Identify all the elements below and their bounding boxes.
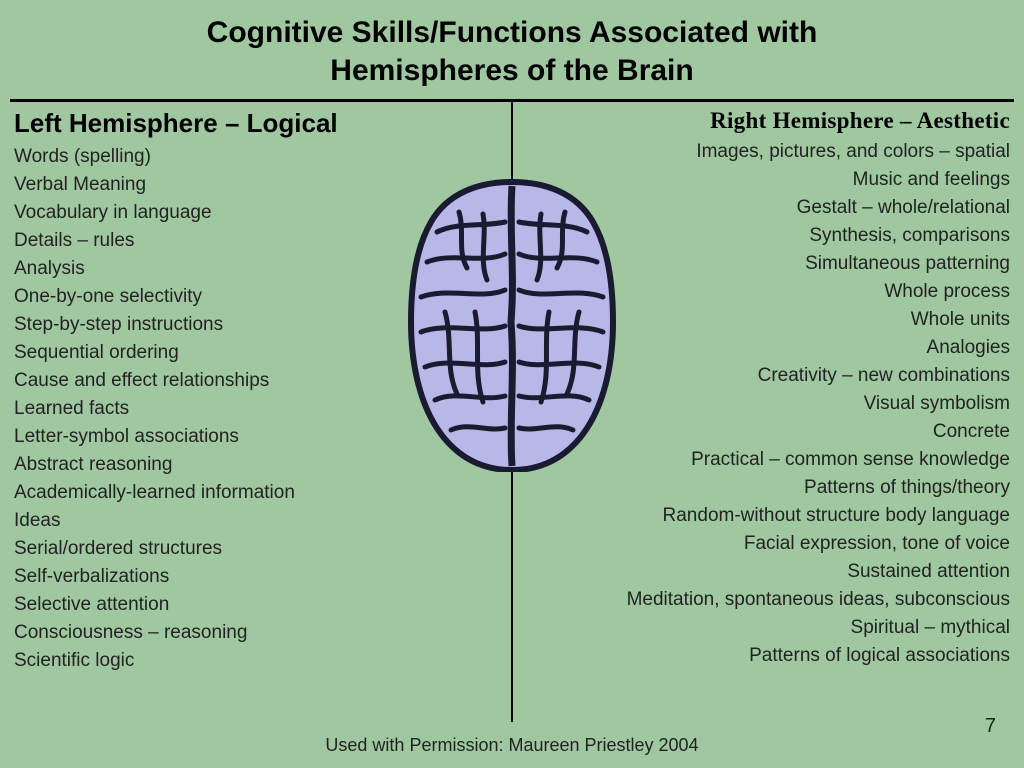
- right-item: Spiritual – mythical: [520, 614, 1010, 642]
- right-item: Patterns of things/theory: [520, 474, 1010, 502]
- left-heading: Left Hemisphere – Logical: [14, 108, 504, 139]
- left-item: Ideas: [14, 507, 504, 535]
- right-heading: Right Hemisphere – Aesthetic: [520, 108, 1010, 134]
- content-area: Left Hemisphere – Logical Words (spellin…: [0, 102, 1024, 722]
- left-item: Scientific logic: [14, 647, 504, 675]
- left-item: Selective attention: [14, 591, 504, 619]
- right-item: Sustained attention: [520, 558, 1010, 586]
- right-item: Images, pictures, and colors – spatial: [520, 138, 1010, 166]
- left-item: Words (spelling): [14, 143, 504, 171]
- left-item: Academically-learned information: [14, 479, 504, 507]
- brain-icon: [387, 172, 637, 477]
- right-item: Facial expression, tone of voice: [520, 530, 1010, 558]
- title-line-2: Hemispheres of the Brain: [330, 54, 693, 87]
- right-item: Patterns of logical associations: [520, 642, 1010, 670]
- left-item: Serial/ordered structures: [14, 535, 504, 563]
- title-line-1: Cognitive Skills/Functions Associated wi…: [207, 16, 818, 49]
- page-title: Cognitive Skills/Functions Associated wi…: [0, 0, 1024, 99]
- left-item: Self-verbalizations: [14, 563, 504, 591]
- right-item: Random-without structure body language: [520, 502, 1010, 530]
- credit-line: Used with Permission: Maureen Priestley …: [0, 735, 1024, 756]
- left-item: Consciousness – reasoning: [14, 619, 504, 647]
- right-item: Meditation, spontaneous ideas, subconsci…: [520, 586, 1010, 614]
